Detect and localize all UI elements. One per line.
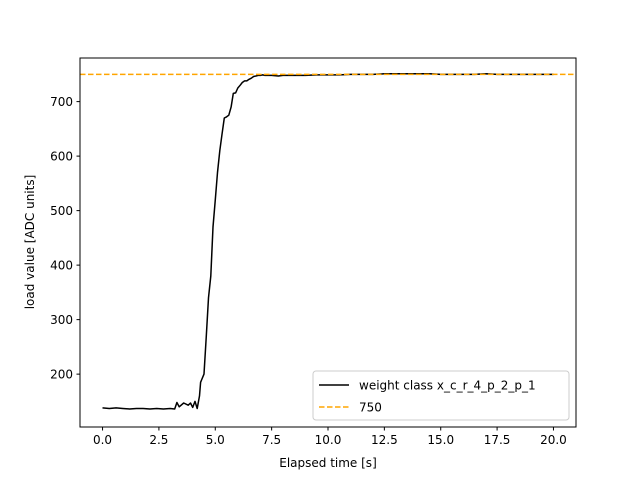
y-tick-label: 200	[50, 368, 73, 382]
y-tick-label: 600	[50, 150, 73, 164]
legend: weight class x_c_r_4_p_2_p_1 750	[312, 370, 570, 421]
x-tick-label: 0.0	[93, 433, 112, 447]
x-tick-label: 17.5	[484, 433, 511, 447]
y-tick-label: 700	[50, 95, 73, 109]
y-tick-label: 300	[50, 313, 73, 327]
legend-label-weight-class: weight class x_c_r_4_p_2_p_1	[359, 379, 536, 393]
legend-box	[312, 370, 570, 421]
x-tick-label: 20.0	[540, 433, 567, 447]
series-layer	[80, 73, 576, 410]
x-tick-label: 7.5	[262, 433, 281, 447]
x-axis-ticks: 0.0 2.5 5.0 7.5 10.0 12.5 15.0 17.5 20.0	[93, 427, 567, 447]
series-line-weight-class	[102, 73, 554, 410]
plot-area	[80, 58, 576, 427]
y-axis-ticks: 200 300 400 500 600 700	[50, 95, 80, 382]
x-axis-label: Elapsed time [s]	[279, 456, 377, 470]
y-axis-label: load value [ADC units]	[23, 175, 37, 310]
y-tick-label: 500	[50, 204, 73, 218]
legend-label-750: 750	[359, 401, 382, 415]
x-tick-label: 10.0	[315, 433, 342, 447]
x-tick-label: 15.0	[427, 433, 454, 447]
x-tick-label: 5.0	[206, 433, 225, 447]
y-tick-label: 400	[50, 259, 73, 273]
x-tick-label: 2.5	[149, 433, 168, 447]
x-tick-label: 12.5	[371, 433, 398, 447]
plot-frame	[79, 57, 577, 428]
